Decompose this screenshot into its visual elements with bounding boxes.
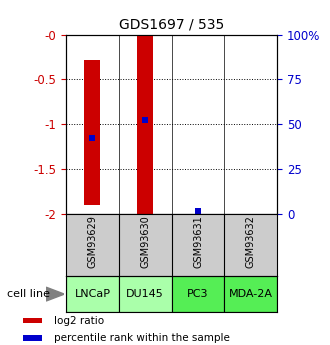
Bar [84, 60, 100, 205]
Bar [224, 276, 277, 312]
Title: GDS1697 / 535: GDS1697 / 535 [119, 18, 224, 32]
Text: LNCaP: LNCaP [74, 289, 111, 299]
Bar [22, 318, 42, 323]
Polygon shape [46, 287, 64, 301]
Text: cell line: cell line [7, 289, 50, 299]
Text: DU145: DU145 [126, 289, 164, 299]
Bar [172, 276, 224, 312]
Text: percentile rank within the sample: percentile rank within the sample [54, 333, 230, 343]
Bar [119, 276, 172, 312]
Bar [137, 36, 153, 214]
Bar [66, 276, 119, 312]
Text: PC3: PC3 [187, 289, 209, 299]
Text: log2 ratio: log2 ratio [54, 316, 104, 325]
Text: GSM93630: GSM93630 [140, 216, 150, 268]
Text: GSM93631: GSM93631 [193, 216, 203, 268]
Text: MDA-2A: MDA-2A [229, 289, 273, 299]
Text: GSM93632: GSM93632 [246, 215, 256, 268]
Bar [22, 335, 42, 341]
Text: GSM93629: GSM93629 [87, 215, 97, 268]
